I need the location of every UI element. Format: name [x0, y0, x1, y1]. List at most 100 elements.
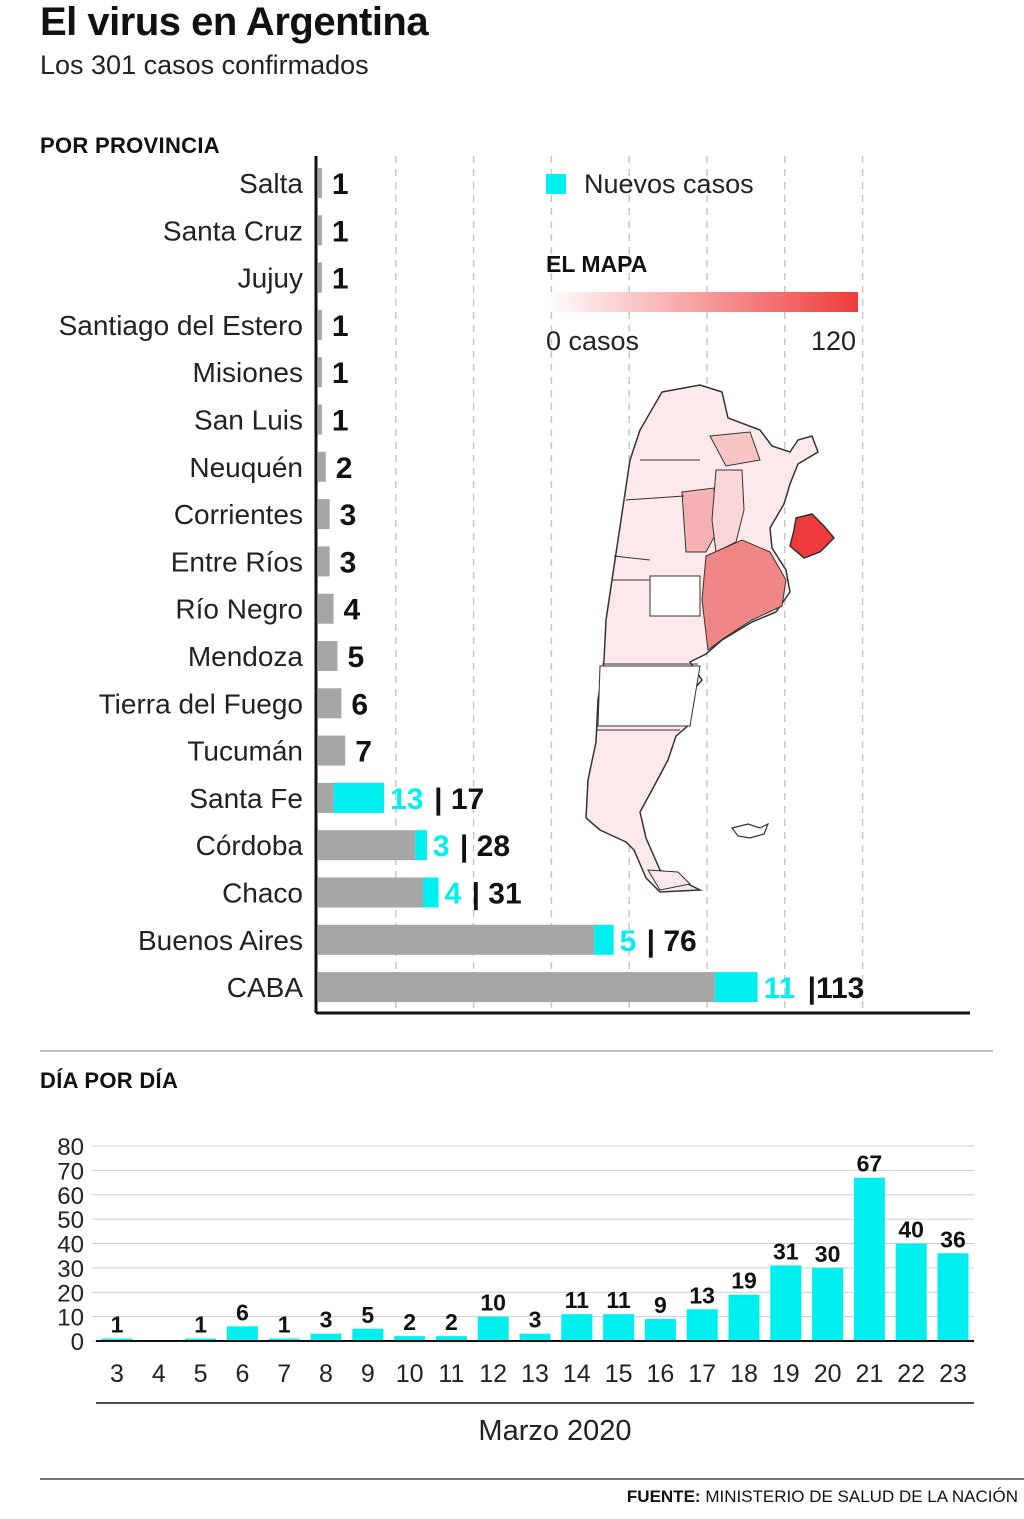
x-tick-label: 17 — [688, 1360, 716, 1388]
province-label: Mendoza — [188, 641, 304, 672]
total-label: |113 — [808, 972, 865, 1005]
daily-value-label: 10 — [480, 1290, 506, 1316]
y-tick-label: 70 — [57, 1158, 84, 1185]
source-label: FUENTE: — [626, 1487, 701, 1506]
province-label: Buenos Aires — [138, 925, 303, 956]
legend-label-new-cases: Nuevos casos — [584, 169, 754, 199]
province-label: Río Negro — [175, 594, 303, 625]
map-malvinas — [730, 822, 770, 839]
total-label: 5 — [347, 641, 364, 674]
total-label: 1 — [332, 168, 349, 201]
x-tick-label: 7 — [277, 1360, 291, 1388]
province-label: Tierra del Fuego — [99, 688, 303, 719]
bar-prior-cases — [318, 782, 334, 813]
total-label: 1 — [332, 263, 349, 296]
province-label: Entre Ríos — [171, 546, 303, 577]
daily-value-label: 40 — [898, 1217, 924, 1243]
bar-new-cases — [423, 877, 439, 908]
daily-bar — [853, 1177, 885, 1341]
section-divider — [40, 1050, 993, 1052]
bar-prior-cases — [318, 357, 322, 388]
daily-bar — [561, 1314, 593, 1341]
province-label: Córdoba — [196, 830, 304, 861]
x-tick-label: 23 — [939, 1360, 967, 1388]
daily-value-label: 1 — [111, 1312, 124, 1338]
source-text: MINISTERIO DE SALUD DE LA NACIÓN — [705, 1487, 1018, 1506]
x-tick-label: 6 — [235, 1360, 249, 1388]
x-tick-label: 15 — [605, 1360, 633, 1388]
daily-bar — [477, 1316, 509, 1341]
total-label: 2 — [336, 452, 353, 485]
x-tick-label: 18 — [730, 1360, 758, 1388]
daily-bar — [644, 1319, 676, 1341]
daily-bar — [812, 1267, 844, 1341]
province-label: Chaco — [222, 878, 303, 909]
daily-bar — [937, 1253, 969, 1341]
province-bars — [318, 168, 758, 1003]
daily-bar — [226, 1326, 258, 1341]
daily-bar — [895, 1243, 927, 1341]
map-province-chaco — [709, 431, 761, 467]
y-tick-label: 40 — [57, 1232, 84, 1259]
total-label: 1 — [332, 215, 349, 248]
bar-new-cases — [714, 972, 758, 1003]
map-province-cordoba — [681, 487, 719, 553]
province-label: Santa Cruz — [163, 215, 303, 246]
y-tick-label: 0 — [71, 1329, 84, 1356]
daily-value-label: 9 — [654, 1292, 667, 1318]
daily-value-label: 1 — [194, 1312, 207, 1338]
daily-bar — [519, 1333, 551, 1341]
daily-bar — [310, 1333, 342, 1341]
daily-value-label: 1 — [278, 1312, 291, 1338]
daily-bar — [101, 1338, 133, 1341]
bar-prior-cases — [318, 924, 595, 955]
bar-prior-cases — [318, 830, 416, 861]
province-label: San Luis — [194, 405, 303, 436]
new-cases-label: 13 — [390, 783, 423, 816]
daily-value-label: 67 — [857, 1151, 883, 1177]
province-label: Neuquén — [189, 452, 303, 483]
daily-bar — [435, 1336, 467, 1341]
map-scale-title: EL MAPA — [546, 251, 647, 277]
daily-bar — [268, 1338, 300, 1341]
map-scale-min-label: 0 casos — [546, 326, 639, 356]
daily-bar — [686, 1309, 718, 1341]
daily-value-label: 3 — [529, 1307, 542, 1333]
map-scale-max-label: 120 — [811, 326, 856, 356]
total-label: 3 — [340, 546, 357, 579]
map-scale: EL MAPA 0 casos 120 — [546, 251, 858, 356]
x-tick-label: 10 — [396, 1360, 424, 1388]
bar-prior-cases — [318, 877, 424, 908]
bar-prior-cases — [318, 404, 322, 435]
bar-new-cases — [415, 830, 427, 861]
legend: Nuevos casos — [546, 169, 754, 199]
map-province-santafe — [711, 469, 745, 553]
x-tick-label: 11 — [438, 1360, 464, 1388]
bar-prior-cases — [318, 972, 715, 1003]
daily-value-label: 30 — [815, 1241, 841, 1267]
total-label: 1 — [332, 310, 349, 343]
province-label: Tucumán — [187, 736, 303, 767]
total-label: 4 — [344, 594, 361, 627]
bar-prior-cases — [318, 688, 342, 719]
daily-value-label: 11 — [565, 1287, 590, 1313]
footer-divider — [40, 1478, 1024, 1480]
bar-prior-cases — [318, 451, 326, 482]
y-tick-label: 20 — [57, 1280, 84, 1307]
daily-value-label: 2 — [403, 1309, 416, 1335]
province-label: Salta — [239, 168, 303, 199]
bar-new-cases — [333, 782, 385, 813]
daily-bar — [352, 1328, 384, 1341]
map-province-chubut — [597, 665, 701, 727]
x-tick-label: 13 — [521, 1360, 549, 1388]
daily-bar — [603, 1314, 635, 1341]
daily-value-label: 6 — [236, 1299, 249, 1325]
x-tick-label: 3 — [110, 1360, 124, 1388]
legend-swatch-new-cases — [546, 174, 566, 194]
bar-prior-cases — [318, 641, 338, 671]
bar-prior-cases — [318, 546, 330, 577]
map-tierra-del-fuego — [647, 869, 692, 891]
province-label: Jujuy — [238, 263, 303, 294]
x-tick-label: 14 — [563, 1360, 591, 1388]
